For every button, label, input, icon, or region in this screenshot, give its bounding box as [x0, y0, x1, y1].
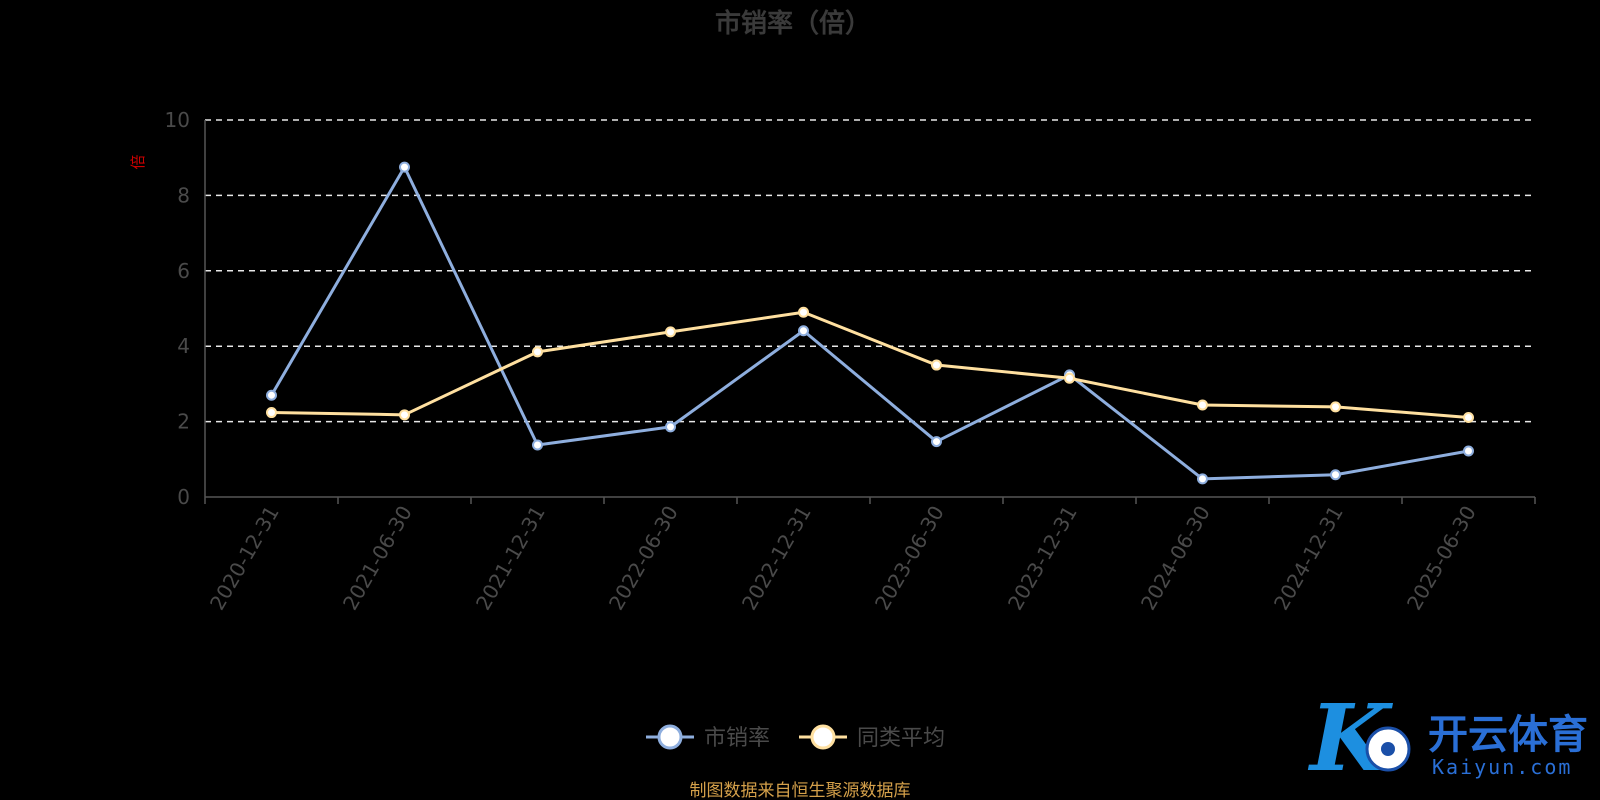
soccer-ball-patch-icon [1381, 742, 1395, 756]
y-tick-label-0: 0 [177, 485, 190, 509]
series-0-point-1[interactable] [399, 161, 410, 173]
data-source-note: 制图数据来自恒生聚源数据库 [690, 781, 911, 800]
series-0-point-9[interactable] [1463, 445, 1474, 457]
series-0-point-2[interactable] [532, 439, 543, 451]
watermark-text: 开云体育 [1428, 712, 1588, 758]
legend-item-0[interactable]: 市销率 [646, 724, 770, 751]
series-1-point-6[interactable] [1064, 372, 1075, 384]
x-axis-ticks: 2020-12-31 2021-06-30 2021-12-31 2022-06-30… [205, 502, 1481, 615]
series-line-0 [270, 165, 1469, 481]
series-1-point-4[interactable] [798, 306, 809, 318]
legend-label-0: 市销率 [704, 726, 770, 751]
x-tick-label-9: 2025-06-30 [1402, 502, 1481, 615]
legend-label-1: 同类平均 [857, 726, 945, 751]
watermark-subtext: Kaiyun.com [1432, 755, 1572, 779]
series-1-point-8[interactable] [1330, 401, 1341, 413]
x-tick-label-1: 2021-06-30 [338, 502, 417, 615]
series-group [266, 161, 1474, 485]
chart-title: 市销率（倍） [715, 8, 871, 39]
x-tick-label-3: 2022-06-30 [604, 502, 683, 615]
x-tick-label-0: 2020-12-31 [205, 502, 284, 615]
x-tick-label-4: 2022-12-31 [737, 502, 816, 615]
x-tick-label-7: 2024-06-30 [1136, 502, 1215, 615]
series-line-1 [271, 310, 1469, 419]
series-0-point-7[interactable] [1197, 473, 1208, 485]
legend-item-1[interactable]: 同类平均 [799, 724, 945, 751]
y-axis-unit: 倍 [129, 154, 147, 169]
y-tick-label-5: 10 [165, 108, 190, 132]
series-0-point-5[interactable] [931, 436, 942, 448]
y-tick-label-1: 2 [177, 410, 190, 434]
series-1-point-0[interactable] [266, 407, 277, 419]
x-tick-label-5: 2023-06-30 [870, 502, 949, 615]
y-axis-ticks: 0 2 4 6 8 10 [165, 108, 190, 509]
x-tick-label-2: 2021-12-31 [471, 502, 550, 615]
series-0-point-0[interactable] [266, 389, 277, 401]
y-tick-label-2: 4 [177, 334, 190, 358]
grid-lines [205, 119, 1535, 423]
series-1-point-7[interactable] [1197, 399, 1208, 411]
series-0-point-8[interactable] [1330, 469, 1341, 481]
x-tick-label-6: 2023-12-31 [1003, 502, 1082, 615]
series-1-point-3[interactable] [665, 326, 676, 338]
x-tick-label-8: 2024-12-31 [1269, 502, 1348, 615]
axes [204, 120, 1536, 504]
y-tick-label-3: 6 [177, 259, 190, 283]
legend-marker-0 [657, 724, 683, 750]
y-tick-label-4: 8 [177, 183, 190, 207]
series-1-point-1[interactable] [399, 409, 410, 421]
legend-marker-1 [810, 724, 836, 750]
series-0-point-4[interactable] [798, 325, 809, 337]
series-1-point-2[interactable] [532, 346, 543, 358]
watermark-logo: K 开云体育 Kaiyun.com [1307, 684, 1588, 792]
series-1-point-9[interactable] [1463, 411, 1474, 423]
legend[interactable]: 市销率 同类平均 [646, 724, 945, 751]
series-0-point-3[interactable] [665, 421, 676, 433]
series-1-point-5[interactable] [931, 359, 942, 371]
